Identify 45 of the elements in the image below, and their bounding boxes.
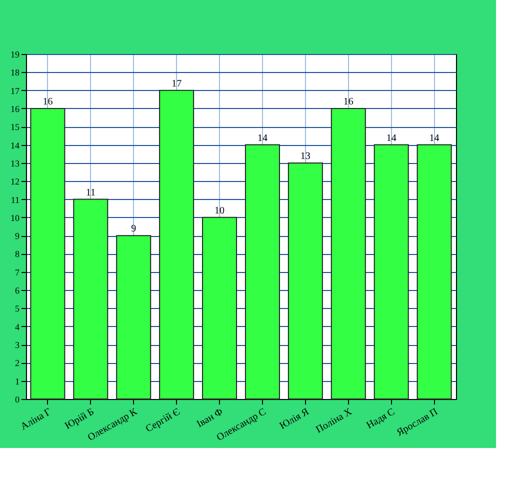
x-tick-label: Юрій Б xyxy=(63,406,96,432)
y-tick-label: 16 xyxy=(10,104,20,114)
bar xyxy=(288,162,323,400)
y-tick-label: 10 xyxy=(10,212,20,223)
y-tick-label: 14 xyxy=(10,140,20,150)
data-label: 11 xyxy=(86,187,96,198)
y-tick-label: 18 xyxy=(10,68,20,78)
y-tick-label: 13 xyxy=(10,158,20,168)
y-tick-label: 12 xyxy=(10,176,20,187)
bar xyxy=(330,108,366,400)
data-label: 14 xyxy=(429,132,440,144)
x-tick-label: Юлія Я xyxy=(278,406,312,432)
y-tick-label: 4 xyxy=(15,322,20,332)
bar xyxy=(244,144,280,400)
x-tick-label: Аліна Г xyxy=(19,406,54,433)
data-label: 10 xyxy=(214,205,225,216)
bar xyxy=(159,90,194,400)
x-tick-label: Надя С xyxy=(364,406,398,432)
y-tick-label: 15 xyxy=(10,122,20,132)
bar xyxy=(116,235,152,400)
data-label: 16 xyxy=(42,96,53,108)
y-tick-label: 2 xyxy=(15,358,20,368)
bar xyxy=(374,144,409,400)
bar xyxy=(202,216,238,400)
y-tick-label: 5 xyxy=(15,304,20,314)
bar xyxy=(73,198,108,400)
y-tick-label: 17 xyxy=(10,86,20,96)
data-label: 14 xyxy=(386,132,396,144)
bar xyxy=(30,108,66,400)
y-tick-label: 0 xyxy=(15,394,20,404)
x-tick-label: Іван Ф xyxy=(195,406,226,430)
data-label: 16 xyxy=(343,96,354,108)
y-tick-label: 19 xyxy=(10,50,20,60)
bar xyxy=(416,144,452,400)
y-tick-label: 3 xyxy=(15,340,20,350)
data-label: 14 xyxy=(257,132,268,144)
data-label: 13 xyxy=(300,150,310,162)
y-tick-label: 9 xyxy=(15,231,20,242)
y-tick-label: 11 xyxy=(10,194,20,205)
y-tick-label: 8 xyxy=(15,249,20,260)
data-label: 9 xyxy=(131,224,136,235)
y-tick-label: 7 xyxy=(15,267,20,278)
data-label: 17 xyxy=(172,78,182,90)
y-tick-label: 6 xyxy=(15,286,20,296)
y-tick-label: 1 xyxy=(15,376,20,386)
